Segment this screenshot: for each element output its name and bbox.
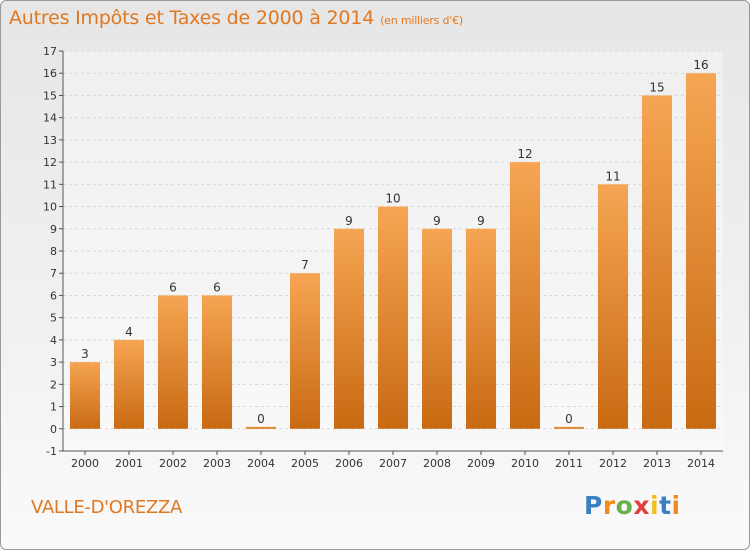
logo-letter: x bbox=[633, 491, 650, 520]
data-label: 11 bbox=[605, 169, 620, 183]
logo-letter: P bbox=[584, 491, 603, 520]
data-label: 0 bbox=[257, 412, 265, 426]
bar bbox=[158, 295, 188, 429]
logo-letter: o bbox=[615, 491, 634, 520]
x-tick-label: 2011 bbox=[555, 457, 583, 470]
y-tick-label: 3 bbox=[50, 356, 57, 369]
bar bbox=[202, 295, 232, 429]
bar bbox=[466, 228, 496, 429]
x-tick-label: 2012 bbox=[599, 457, 627, 470]
x-tick-label: 2009 bbox=[467, 457, 495, 470]
y-tick-label: 17 bbox=[43, 45, 57, 58]
y-tick-label: 14 bbox=[43, 112, 57, 125]
y-tick-label: 12 bbox=[43, 156, 57, 169]
bar bbox=[290, 273, 320, 429]
bar bbox=[642, 95, 672, 429]
data-label: 12 bbox=[517, 147, 532, 161]
y-tick-label: 5 bbox=[50, 312, 57, 325]
x-tick-label: 2010 bbox=[511, 457, 539, 470]
y-tick-label: 6 bbox=[50, 289, 57, 302]
commune-name: VALLE-D'OREZZA bbox=[31, 497, 183, 518]
data-label: 6 bbox=[213, 280, 221, 294]
y-tick-label: 8 bbox=[50, 245, 57, 258]
x-tick-label: 2013 bbox=[643, 457, 671, 470]
y-tick-label: 9 bbox=[50, 223, 57, 236]
y-tick-label: 13 bbox=[43, 134, 57, 147]
y-tick-label: 7 bbox=[50, 267, 57, 280]
bar bbox=[334, 228, 364, 429]
logo-letter: i bbox=[650, 491, 660, 520]
bar bbox=[598, 184, 628, 429]
x-tick-label: 2008 bbox=[423, 457, 451, 470]
data-label: 9 bbox=[433, 214, 441, 228]
bar bbox=[246, 426, 276, 429]
x-tick-label: 2001 bbox=[115, 457, 143, 470]
data-label: 4 bbox=[125, 325, 133, 339]
logo-letter: r bbox=[602, 491, 616, 520]
y-tick-label: 4 bbox=[50, 334, 57, 347]
chart-unit: (en milliers d'€) bbox=[380, 14, 463, 27]
data-label: 0 bbox=[565, 412, 573, 426]
data-label: 7 bbox=[301, 258, 309, 272]
x-tick-label: 2014 bbox=[687, 457, 715, 470]
y-tick-label: 1 bbox=[50, 401, 57, 414]
bar bbox=[114, 339, 144, 429]
bar bbox=[422, 228, 452, 429]
x-tick-label: 2000 bbox=[71, 457, 99, 470]
bar bbox=[510, 162, 540, 429]
bar bbox=[686, 73, 716, 429]
proxiti-logo: Proxiti bbox=[584, 491, 681, 520]
data-label: 15 bbox=[649, 80, 664, 94]
data-label: 9 bbox=[477, 214, 485, 228]
logo-letter: i bbox=[671, 491, 681, 520]
chart-title-text: Autres Impôts et Taxes de 2000 à 2014 bbox=[9, 7, 375, 29]
bar bbox=[70, 362, 100, 429]
data-label: 10 bbox=[385, 192, 400, 206]
data-label: 6 bbox=[169, 280, 177, 294]
bar bbox=[378, 206, 408, 429]
logo-letter: t bbox=[659, 491, 672, 520]
data-label: 3 bbox=[81, 347, 89, 361]
y-tick-label: 2 bbox=[50, 378, 57, 391]
y-tick-label: 16 bbox=[43, 67, 57, 80]
chart-title: Autres Impôts et Taxes de 2000 à 2014 (en… bbox=[9, 7, 463, 29]
y-tick-label: 10 bbox=[43, 201, 57, 214]
x-tick-label: 2003 bbox=[203, 457, 231, 470]
y-tick-label: -1 bbox=[46, 445, 57, 458]
x-tick-label: 2004 bbox=[247, 457, 275, 470]
x-tick-label: 2002 bbox=[159, 457, 187, 470]
bar bbox=[554, 426, 584, 429]
y-tick-label: 0 bbox=[50, 423, 57, 436]
y-tick-label: 15 bbox=[43, 89, 57, 102]
x-tick-label: 2006 bbox=[335, 457, 363, 470]
x-tick-label: 2005 bbox=[291, 457, 319, 470]
x-tick-label: 2007 bbox=[379, 457, 407, 470]
data-label: 9 bbox=[345, 214, 353, 228]
data-label: 16 bbox=[693, 58, 708, 72]
y-tick-label: 11 bbox=[43, 178, 57, 191]
